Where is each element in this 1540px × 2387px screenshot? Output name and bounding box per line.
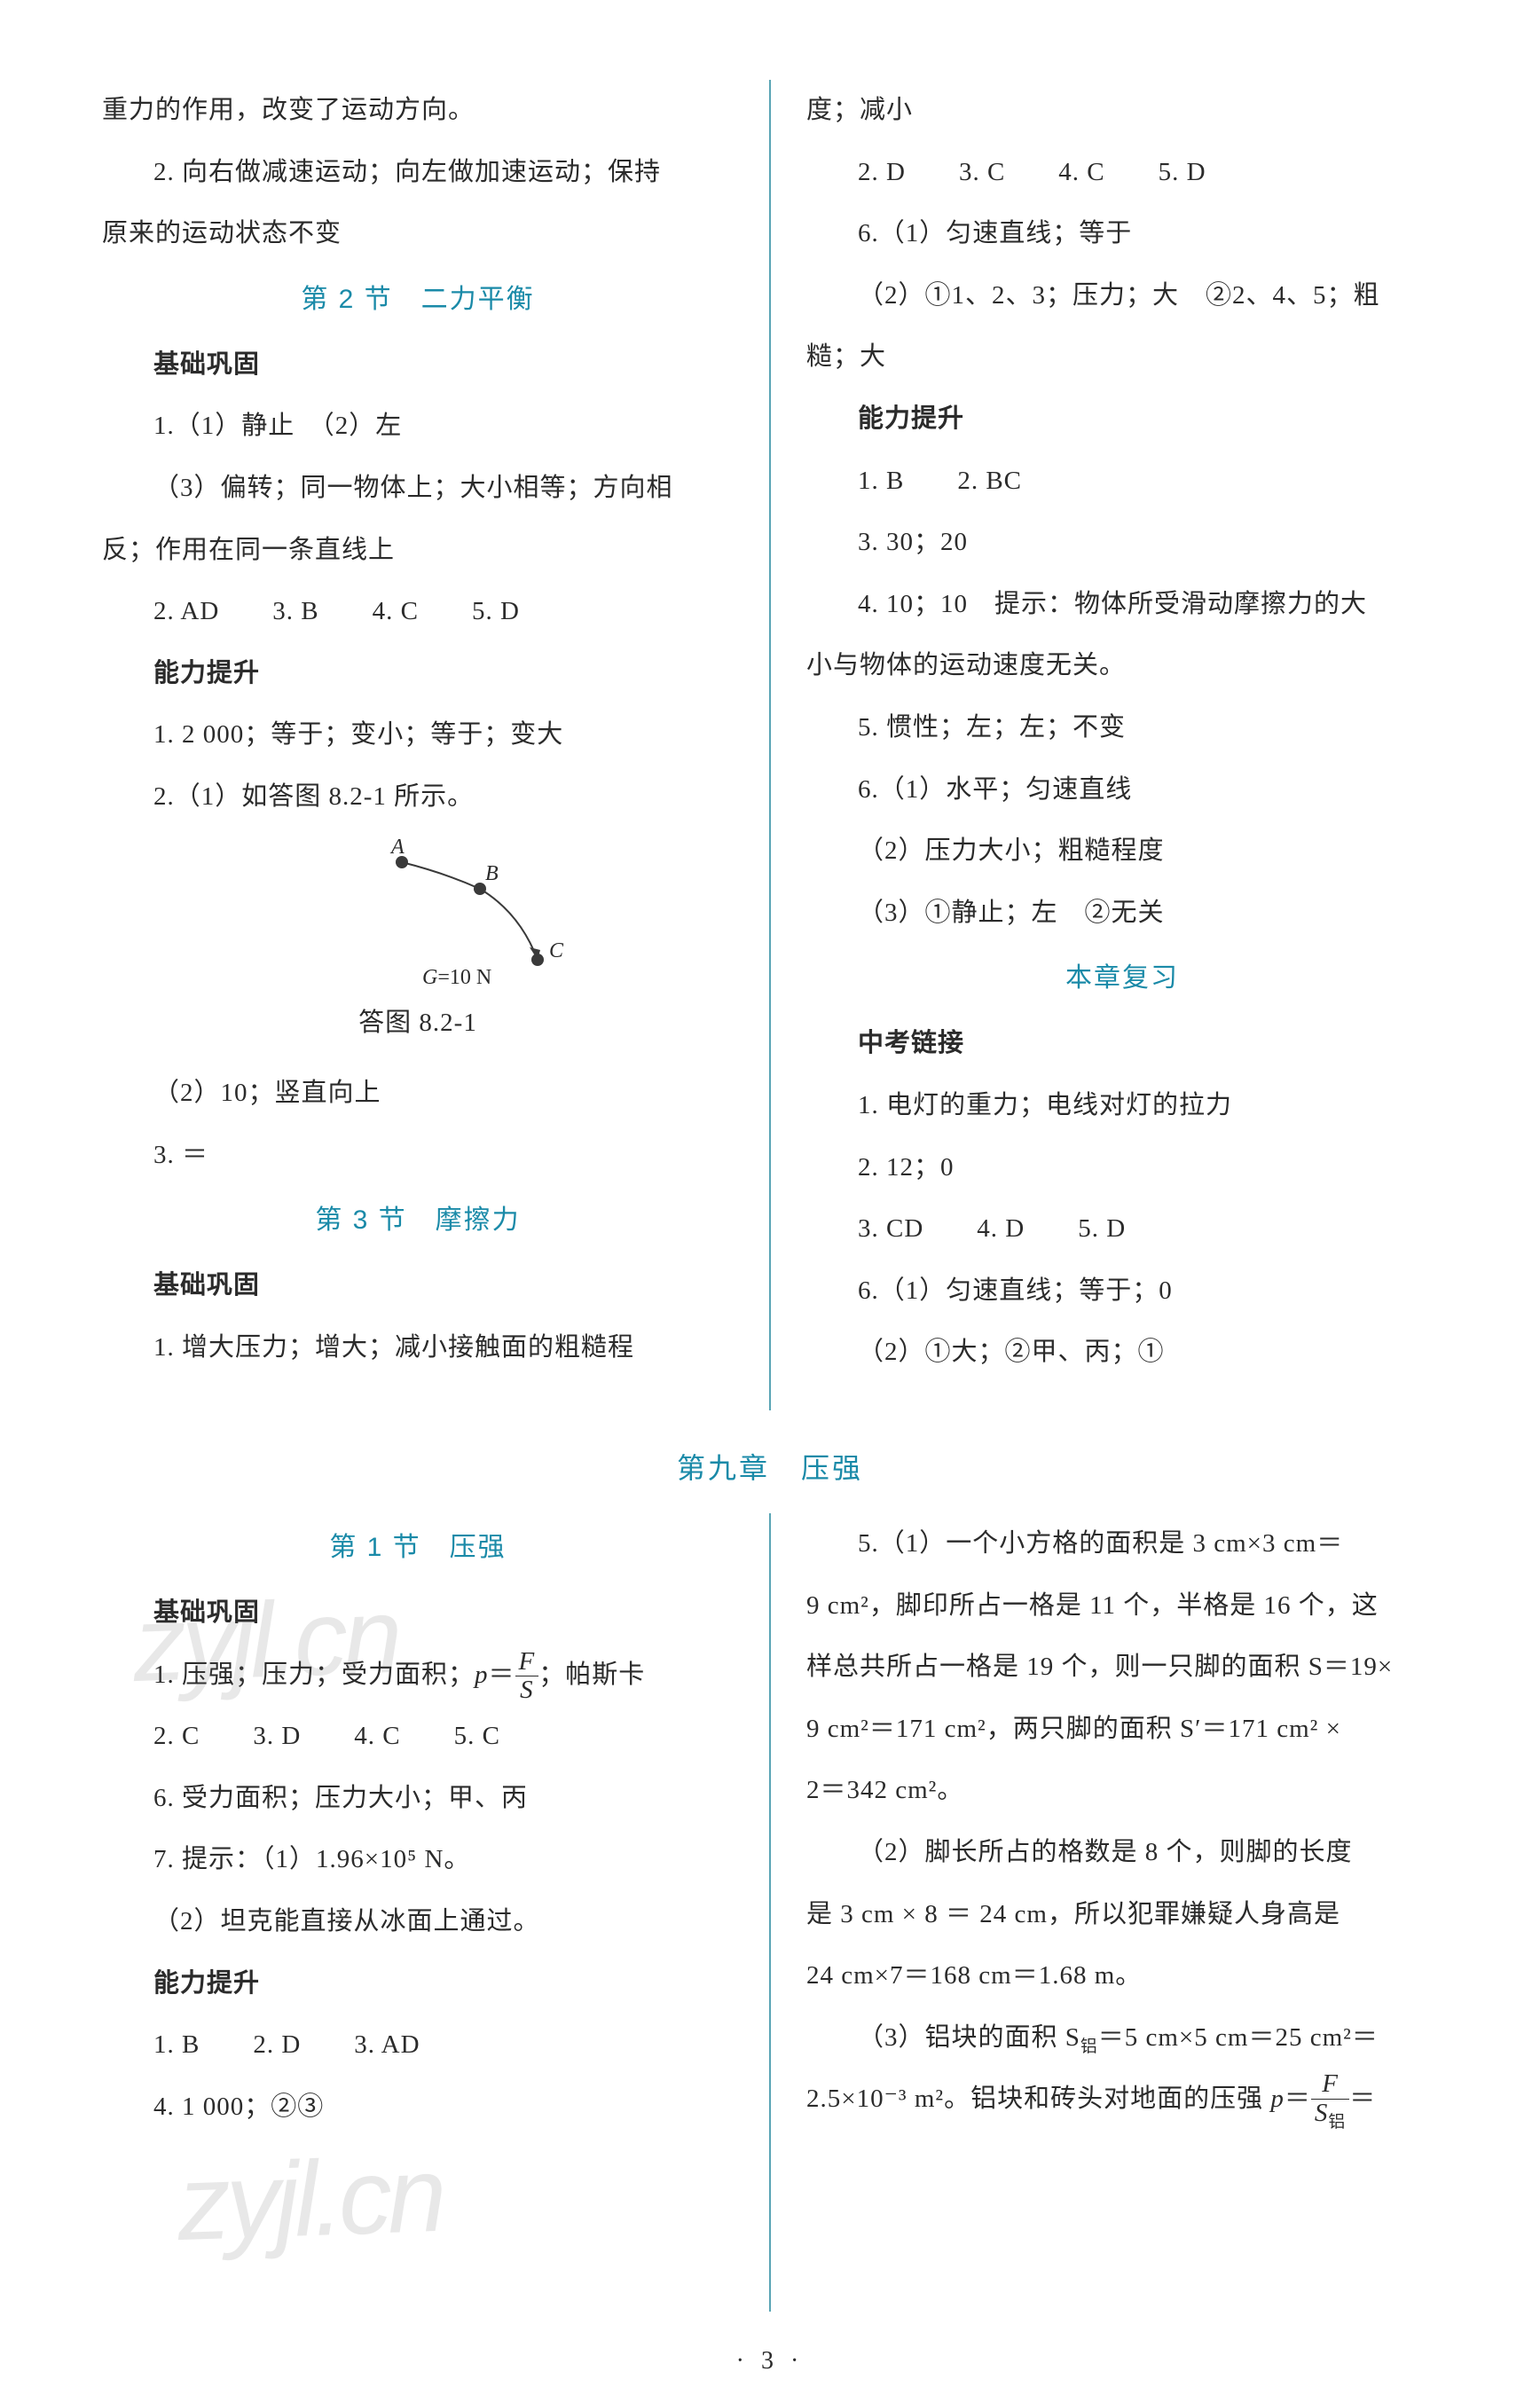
text-line: （2）10；竖直向上	[102, 1063, 734, 1125]
top-columns: 重力的作用，改变了运动方向。 2. 向右做减速运动；向左做加速运动；保持 原来的…	[102, 80, 1438, 1410]
figure-label-c: C	[549, 939, 564, 962]
heading-basic: 基础巩固	[102, 1582, 734, 1645]
text-line: （2）坦克能直接从冰面上通过。	[102, 1891, 734, 1953]
text-line: 2. AD 3. B 4. C 5. D	[102, 581, 734, 643]
chapter-9-title: 第九章 压强	[102, 1446, 1438, 1487]
right-column-top: 度；减小 2. D 3. C 4. C 5. D 6.（1）匀速直线；等于 （2…	[806, 80, 1438, 1410]
section-1-title: 第 1 节 压强	[102, 1513, 734, 1582]
heading-ability: 能力提升	[102, 643, 734, 705]
text-line: 5. 惯性；左；左；不变	[806, 697, 1438, 759]
text-line: 2. 12；0	[806, 1137, 1438, 1199]
text-line: （3）偏转；同一物体上；大小相等；方向相	[102, 458, 734, 520]
text-line: 6.（1）水平；匀速直线	[806, 759, 1438, 821]
text-line: 9 cm²，脚印所占一格是 11 个，半格是 16 个，这	[806, 1575, 1438, 1637]
review-title: 本章复习	[806, 944, 1438, 1013]
text-line: （2）脚长所占的格数是 8 个，则脚的长度	[806, 1822, 1438, 1884]
text-line: 2. 向右做减速运动；向左做加速运动；保持	[102, 142, 734, 204]
text-span: （3）铝块的面积 S	[858, 2023, 1080, 2052]
text-line: （2）①大；②甲、丙；①	[806, 1322, 1438, 1384]
figure-label-a: A	[389, 837, 405, 859]
text-line: 7. 提示：（1）1.96×10⁵ N。	[102, 1829, 734, 1891]
text-line: 2.（1）如答图 8.2-1 所示。	[102, 766, 734, 828]
left-column-bottom: 第 1 节 压强 基础巩固 1. 压强；压力；受力面积；p＝FS；帕斯卡 2. …	[102, 1513, 734, 2312]
right-column-bottom: 5.（1）一个小方格的面积是 3 cm×3 cm＝ 9 cm²，脚印所占一格是 …	[806, 1513, 1438, 2312]
text-span: ；帕斯卡	[538, 1661, 645, 1689]
heading-exam: 中考链接	[806, 1013, 1438, 1075]
text-line: 3. ＝	[102, 1125, 734, 1187]
text-line: 1. 压强；压力；受力面积；p＝FS；帕斯卡	[102, 1645, 734, 1707]
text-line: 24 cm×7＝168 cm＝1.68 m。	[806, 1945, 1438, 2007]
text-line: 9 cm²＝171 cm²，两只脚的面积 S′＝171 cm² ×	[806, 1699, 1438, 1761]
heading-ability: 能力提升	[102, 1953, 734, 2015]
text-line: 小与物体的运动速度无关。	[806, 635, 1438, 697]
text-line: 重力的作用，改变了运动方向。	[102, 80, 734, 142]
figure-caption: 答图 8.2-1	[102, 993, 734, 1055]
text-span: 1. 压强；压力；受力面积；	[153, 1661, 475, 1689]
text-line: 6. 受力面积；压力大小；甲、丙	[102, 1768, 734, 1830]
text-span: ＝5 cm×5 cm＝25 cm²＝	[1098, 2023, 1379, 2052]
figure-8-2-1: A B C G=10 N 答图 8.2-1	[102, 837, 734, 1055]
text-line: 4. 10；10 提示：物体所受滑动摩擦力的大	[806, 574, 1438, 636]
left-column-top: 重力的作用，改变了运动方向。 2. 向右做减速运动；向左做加速运动；保持 原来的…	[102, 80, 734, 1410]
text-line: （3）铝块的面积 S铝＝5 cm×5 cm＝25 cm²＝	[806, 2007, 1438, 2069]
text-line: 糙；大	[806, 326, 1438, 389]
text-line: 2.5×10⁻³ m²。铝块和砖头对地面的压强 p＝FS铝＝	[806, 2069, 1438, 2132]
section-2-title: 第 2 节 二力平衡	[102, 265, 734, 334]
figure-svg: A B C G=10 N	[347, 837, 595, 988]
text-line: 2. C 3. D 4. C 5. C	[102, 1706, 734, 1768]
text-line: （3）①静止；左 ②无关	[806, 883, 1438, 945]
column-divider	[769, 80, 771, 1410]
text-line: 2. D 3. C 4. C 5. D	[806, 142, 1438, 204]
heading-basic: 基础巩固	[102, 334, 734, 397]
text-line: 4. 1 000；②③	[102, 2077, 734, 2139]
section-3-title: 第 3 节 摩擦力	[102, 1186, 734, 1255]
text-line: 1. B 2. BC	[806, 451, 1438, 513]
text-line: 6.（1）匀速直线；等于	[806, 203, 1438, 265]
page-number: · 3 ·	[102, 2347, 1438, 2375]
text-span: ＝	[1349, 2085, 1376, 2113]
figure-label-g: G=10 N	[422, 966, 491, 988]
text-line: 1. 2 000；等于；变小；等于；变大	[102, 704, 734, 766]
text-span: 2.5×10⁻³ m²。铝块和砖头对地面的压强	[806, 2085, 1270, 2113]
heading-basic-3: 基础巩固	[102, 1255, 734, 1317]
text-line: 1.（1）静止 （2）左	[102, 396, 734, 458]
text-line: 是 3 cm × 8 ＝ 24 cm，所以犯罪嫌疑人身高是	[806, 1884, 1438, 1946]
bottom-columns: 第 1 节 压强 基础巩固 1. 压强；压力；受力面积；p＝FS；帕斯卡 2. …	[102, 1513, 1438, 2312]
text-line: 3. 30；20	[806, 512, 1438, 574]
text-line: 6.（1）匀速直线；等于；0	[806, 1260, 1438, 1323]
text-line: 样总共所占一格是 19 个，则一只脚的面积 S＝19×	[806, 1637, 1438, 1699]
text-line: 1. B 2. D 3. AD	[102, 2014, 734, 2077]
text-line: 2＝342 cm²。	[806, 1760, 1438, 1822]
text-line: 度；减小	[806, 80, 1438, 142]
text-line: 1. 增大压力；增大；减小接触面的粗糙程	[102, 1317, 734, 1379]
text-line: （2）①1、2、3；压力；大 ②2、4、5；粗	[806, 265, 1438, 327]
text-line: 5.（1）一个小方格的面积是 3 cm×3 cm＝	[806, 1513, 1438, 1575]
figure-label-b: B	[485, 862, 499, 885]
text-line: 原来的运动状态不变	[102, 203, 734, 265]
column-divider	[769, 1513, 771, 2312]
text-line: 1. 电灯的重力；电线对灯的拉力	[806, 1075, 1438, 1137]
text-line: 3. CD 4. D 5. D	[806, 1198, 1438, 1260]
text-line: （2）压力大小；粗糙程度	[806, 821, 1438, 883]
heading-ability: 能力提升	[806, 389, 1438, 451]
text-line: 反；作用在同一条直线上	[102, 520, 734, 582]
